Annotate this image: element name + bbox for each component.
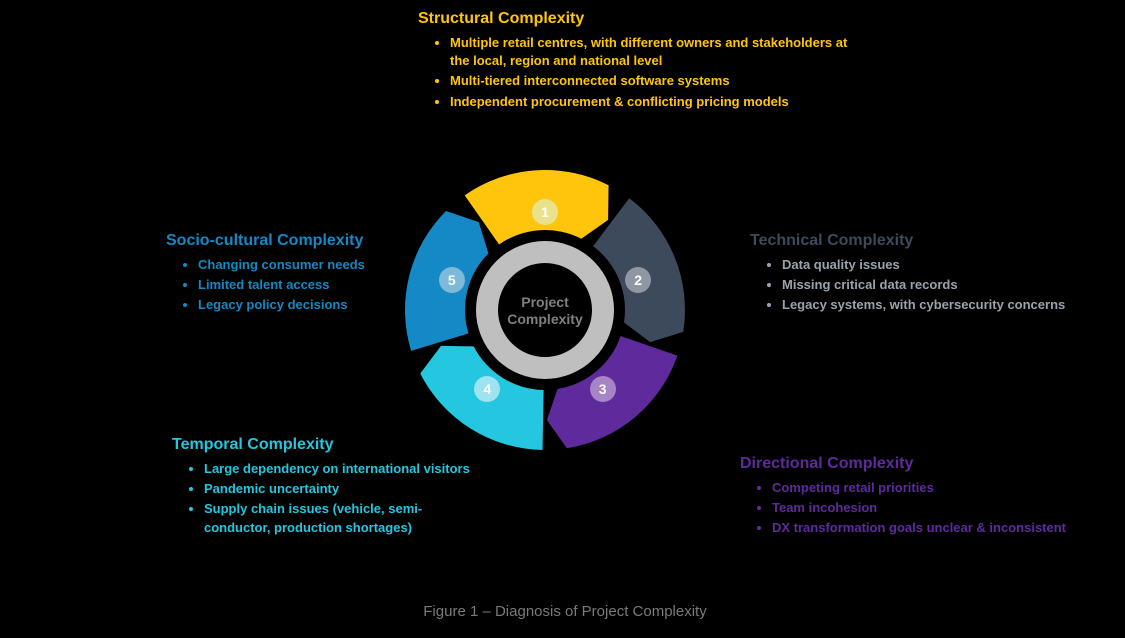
section-4-bullet-3: Supply chain issues (vehicle, semi-condu… bbox=[204, 500, 474, 536]
section-2-bullet-1: Data quality issues bbox=[782, 256, 1102, 274]
section-1-bullet-2: Multi-tiered interconnected software sys… bbox=[450, 72, 850, 90]
section-2-bullet-2: Missing critical data records bbox=[782, 276, 1102, 294]
section-title-5: Socio-cultural Complexity bbox=[166, 232, 426, 250]
section-list-4: Large dependency on international visito… bbox=[186, 460, 474, 537]
section-list-2: Data quality issues Missing critical data… bbox=[764, 256, 1102, 315]
section-title-4: Temporal Complexity bbox=[172, 436, 472, 454]
section-2-bullet-3: Legacy systems, with cybersecurity conce… bbox=[782, 296, 1102, 314]
figure-caption-text: Figure 1 – Diagnosis of Project Complexi… bbox=[423, 603, 706, 620]
section-1-bullet-3: Independent procurement & conflicting pr… bbox=[450, 93, 850, 111]
segment-badge-2: 2 bbox=[625, 267, 651, 293]
section-list-3: Competing retail priorities Team incohesi… bbox=[754, 479, 1112, 538]
center-label: Project Complexity bbox=[485, 294, 605, 328]
section-title-2: Technical Complexity bbox=[750, 232, 1070, 250]
figure-caption: Figure 1 – Diagnosis of Project Complexi… bbox=[330, 603, 800, 620]
section-1-bullet-1: Multiple retail centres, with different … bbox=[450, 34, 850, 70]
center-line1: Project bbox=[521, 294, 568, 310]
segment-badge-3: 3 bbox=[590, 376, 616, 402]
section-block-5: Socio-cultural ComplexityChanging consum… bbox=[166, 232, 426, 317]
section-3-bullet-1: Competing retail priorities bbox=[772, 479, 1112, 497]
section-4-bullet-2: Pandemic uncertainty bbox=[204, 480, 474, 498]
center-line2: Complexity bbox=[507, 311, 582, 327]
section-5-bullet-1: Changing consumer needs bbox=[198, 256, 458, 274]
section-5-bullet-3: Legacy policy decisions bbox=[198, 296, 458, 314]
section-5-bullet-2: Limited talent access bbox=[198, 276, 458, 294]
section-block-4: Temporal Complexity Large dependency on i… bbox=[172, 436, 472, 539]
section-3-bullet-3: DX transformation goals unclear & incons… bbox=[772, 519, 1112, 537]
segment-badge-1: 1 bbox=[532, 199, 558, 225]
section-block-3: Directional ComplexityCompeting retail p… bbox=[740, 455, 1080, 540]
section-3-bullet-2: Team incohesion bbox=[772, 499, 1112, 517]
section-title-1: Structural Complexity bbox=[418, 10, 818, 28]
section-block-1: Structural ComplexityMultiple retail cen… bbox=[418, 10, 818, 113]
section-title-3: Directional Complexity bbox=[740, 455, 1080, 473]
section-4-bullet-1: Large dependency on international visito… bbox=[204, 460, 474, 478]
section-list-1: Multiple retail centres, with different … bbox=[432, 34, 850, 111]
section-block-2: Technical ComplexityData quality issuesM… bbox=[750, 232, 1070, 317]
section-list-5: Changing consumer needs Limited talent ac… bbox=[180, 256, 458, 315]
